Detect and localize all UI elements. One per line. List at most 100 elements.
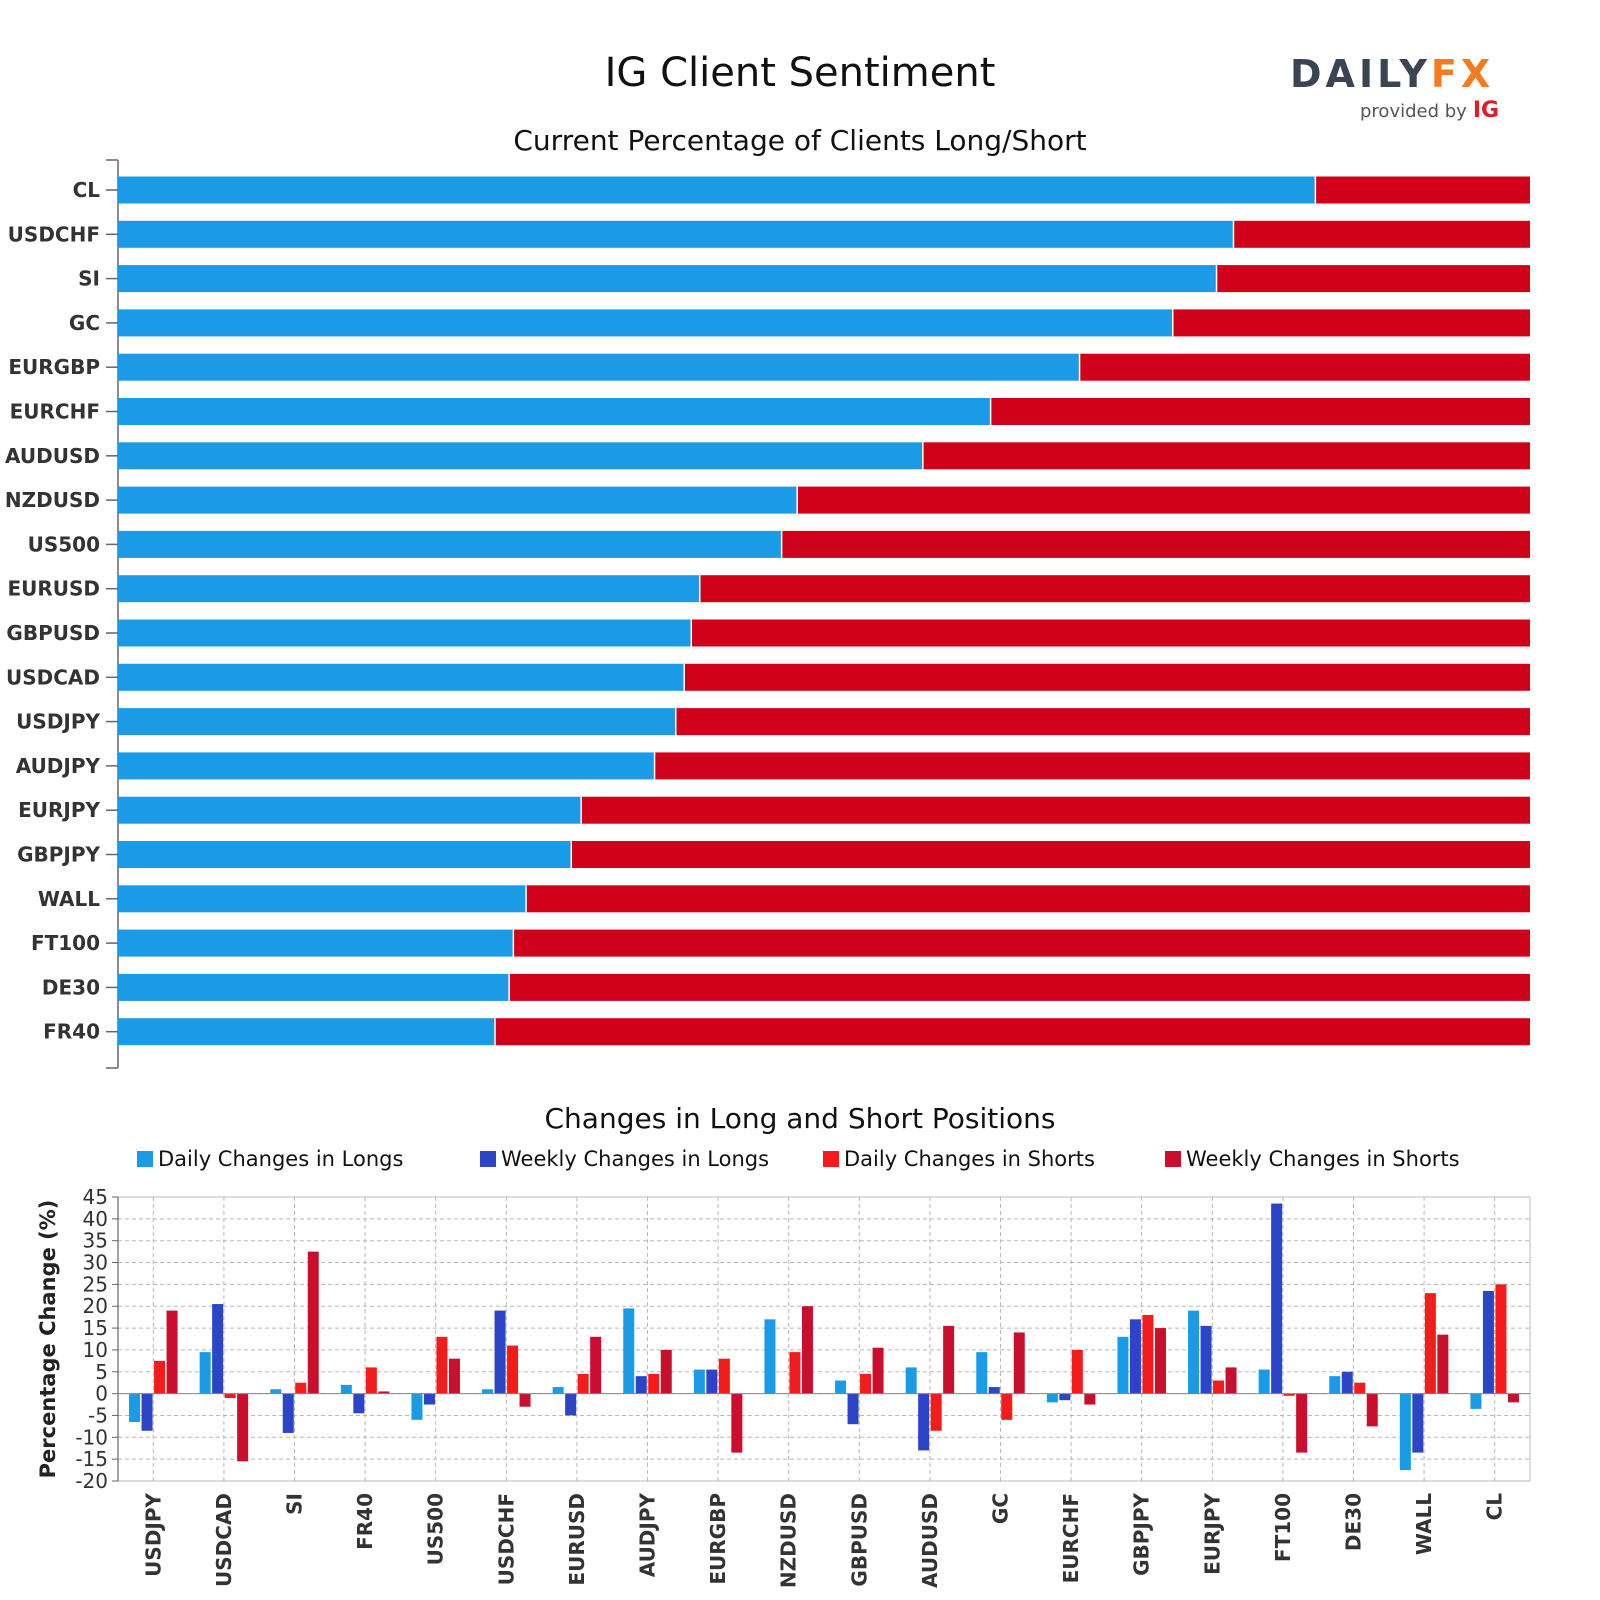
changes-legend: Daily Changes in Longs Weekly Changes in… — [0, 1147, 1600, 1177]
short-bar-usdcad — [684, 663, 1530, 691]
short-bar-audusd — [922, 442, 1530, 470]
weekly-longs-bar-usdcad — [212, 1304, 224, 1394]
daily-shorts-bar-eurusd — [577, 1373, 589, 1394]
daily-shorts-bar-eurchf — [1071, 1349, 1083, 1394]
long-bar-audusd — [118, 442, 923, 470]
weekly-longs-bar-gc — [988, 1387, 1000, 1394]
long-bar-gbpjpy — [118, 841, 572, 868]
weekly-shorts-bar-usdcad — [237, 1393, 249, 1462]
sentiment-label-gbpusd: GBPUSD — [6, 621, 100, 645]
long-bar-gc — [118, 309, 1173, 337]
long-bar-de30 — [118, 973, 510, 1001]
long-bar-gbpusd — [118, 619, 692, 647]
x-tick-label-de30: DE30 — [1342, 1493, 1366, 1551]
weekly-shorts-bar-wall — [1437, 1334, 1449, 1394]
y-tick-label: -20 — [75, 1469, 108, 1493]
weekly-longs-bar-usdchf — [494, 1310, 506, 1394]
sentiment-label-cl: CL — [73, 178, 101, 202]
weekly-shorts-bar-gbpjpy — [1154, 1328, 1166, 1394]
x-tick-label-eurjpy: EURJPY — [1200, 1492, 1224, 1574]
weekly-longs-bar-gbpusd — [847, 1393, 859, 1425]
daily-shorts-bar-wall — [1424, 1293, 1436, 1394]
weekly-longs-bar-eurgbp — [706, 1369, 718, 1394]
weekly-shorts-bar-audusd — [943, 1325, 955, 1394]
daily-longs-bar-us500 — [411, 1393, 423, 1420]
daily-shorts-bar-us500 — [436, 1336, 448, 1394]
legend-label-weekly-shorts: Weekly Changes in Shorts — [1186, 1147, 1460, 1171]
daily-shorts-bar-cl — [1495, 1284, 1507, 1394]
legend-item-weekly-longs: Weekly Changes in Longs — [480, 1147, 769, 1171]
y-tick-label: 40 — [83, 1207, 108, 1231]
daily-longs-bar-audjpy — [623, 1308, 635, 1394]
weekly-shorts-bar-fr40 — [378, 1391, 390, 1394]
x-tick-label-gbpjpy: GBPJPY — [1130, 1492, 1154, 1575]
short-bar-eurusd — [699, 575, 1530, 603]
daily-longs-bar-nzdusd — [764, 1319, 776, 1394]
sentiment-label-usdjpy: USDJPY — [16, 710, 100, 734]
daily-shorts-bar-eurgbp — [718, 1358, 730, 1394]
weekly-shorts-bar-us500 — [448, 1358, 460, 1394]
y-tick-label: 0 — [95, 1382, 108, 1406]
x-tick-label-gc: GC — [989, 1493, 1013, 1524]
changes-y-axis-label: Percentage Change (%) — [36, 1200, 60, 1479]
sentiment-label-audusd: AUDUSD — [5, 444, 100, 468]
long-bar-fr40 — [118, 1018, 496, 1046]
daily-longs-bar-usdcad — [199, 1352, 211, 1394]
sentiment-label-nzdusd: NZDUSD — [5, 488, 100, 512]
chart-title: IG Client Sentiment — [604, 50, 996, 96]
daily-shorts-bar-usdcad — [224, 1393, 236, 1398]
daily-shorts-bar-gc — [1001, 1393, 1013, 1420]
legend-item-weekly-shorts: Weekly Changes in Shorts — [1165, 1147, 1460, 1171]
weekly-longs-bar-si — [282, 1393, 294, 1433]
changes-chart-title: Changes in Long and Short Positions — [544, 1102, 1056, 1135]
sentiment-label-us500: US500 — [28, 532, 100, 556]
long-bar-usdchf — [118, 220, 1234, 248]
sentiment-label-usdchf: USDCHF — [8, 222, 100, 246]
long-bar-eurjpy — [118, 796, 582, 824]
daily-shorts-bar-usdjpy — [154, 1360, 166, 1394]
daily-longs-bar-wall — [1399, 1393, 1411, 1471]
short-bar-cl — [1315, 176, 1530, 204]
logo-provided-by: provided by IG — [1360, 98, 1499, 123]
sentiment-label-gc: GC — [69, 311, 100, 335]
short-bar-ft100 — [513, 929, 1530, 957]
daily-longs-bar-gbpjpy — [1117, 1336, 1129, 1394]
long-bar-eurgbp — [118, 353, 1080, 381]
short-bar-gbpusd — [691, 619, 1530, 647]
y-tick-label: 15 — [83, 1316, 108, 1340]
x-tick-label-usdjpy: USDJPY — [141, 1492, 165, 1576]
daily-shorts-bar-eurjpy — [1213, 1380, 1225, 1394]
weekly-shorts-bar-cl — [1507, 1393, 1519, 1403]
weekly-longs-bar-fr40 — [353, 1393, 365, 1414]
daily-shorts-bar-usdchf — [507, 1345, 519, 1394]
sentiment-chart-title: Current Percentage of Clients Long/Short — [513, 124, 1087, 157]
y-tick-label: 20 — [83, 1294, 108, 1318]
short-bar-fr40 — [495, 1018, 1530, 1046]
x-tick-label-audjpy: AUDJPY — [636, 1492, 660, 1577]
daily-shorts-bar-si — [295, 1382, 307, 1394]
weekly-longs-bar-gbpjpy — [1129, 1319, 1141, 1394]
weekly-shorts-bar-usdchf — [519, 1393, 531, 1407]
y-tick-label: 5 — [95, 1360, 108, 1384]
y-tick-label: 35 — [83, 1229, 108, 1253]
weekly-longs-bar-de30 — [1341, 1371, 1353, 1394]
daily-longs-bar-usdchf — [482, 1389, 494, 1394]
short-bar-eurjpy — [581, 796, 1530, 824]
daily-shorts-bar-audjpy — [648, 1373, 660, 1394]
daily-shorts-bar-gbpjpy — [1142, 1314, 1154, 1394]
weekly-shorts-bar-audjpy — [660, 1349, 672, 1394]
sentiment-label-eurchf: EURCHF — [10, 400, 100, 424]
legend-label-weekly-longs: Weekly Changes in Longs — [501, 1147, 770, 1171]
weekly-longs-bar-cl — [1482, 1290, 1494, 1394]
long-bar-si — [118, 265, 1217, 293]
short-bar-gc — [1172, 309, 1530, 337]
long-bar-eurusd — [118, 575, 700, 603]
long-bar-eurchf — [118, 398, 991, 425]
daily-longs-bar-fr40 — [340, 1384, 352, 1394]
daily-longs-bar-eurchf — [1046, 1393, 1058, 1403]
changes-plot-border — [117, 1196, 1531, 1482]
short-bar-wall — [526, 885, 1530, 913]
daily-longs-bar-ft100 — [1258, 1369, 1270, 1394]
weekly-longs-bar-eurusd — [565, 1393, 577, 1416]
